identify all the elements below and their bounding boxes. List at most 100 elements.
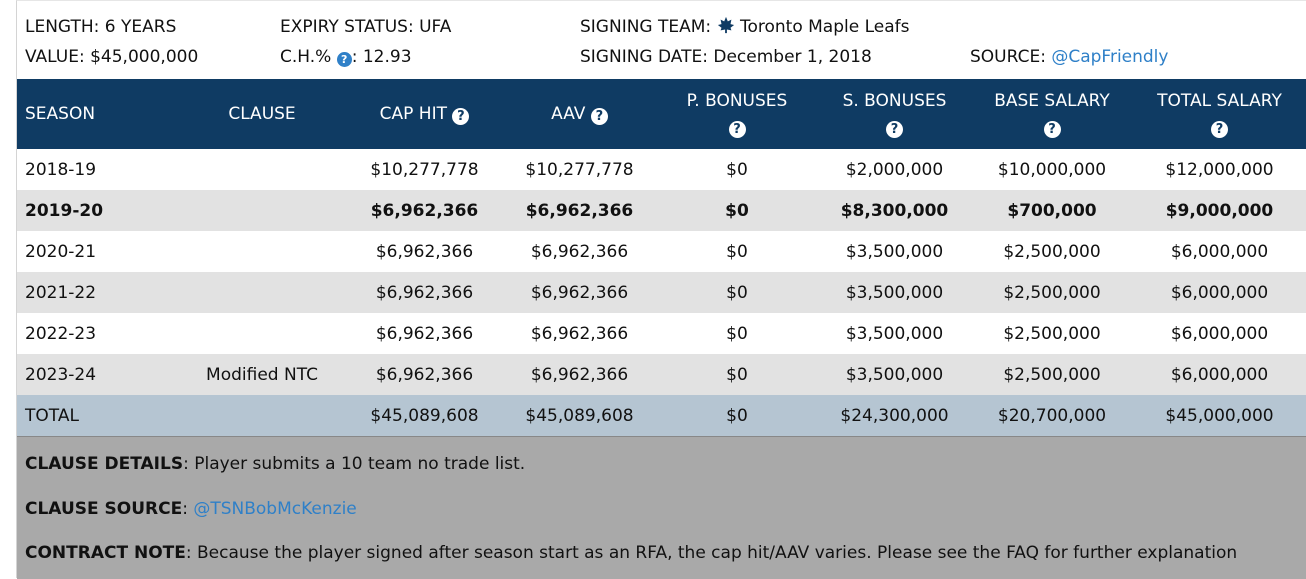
header-s-bonuses: S. BONUSES?	[817, 79, 972, 149]
cell-season: 2018-19	[25, 159, 97, 180]
table-row: 2020-21 $6,962,366 $6,962,366 $0 $3,500,…	[17, 231, 1306, 272]
question-circle-icon[interactable]: ?	[1043, 121, 1061, 138]
signing-team-label: SIGNING TEAM:	[580, 17, 712, 37]
clause-details-label: CLAUSE DETAILS	[25, 454, 184, 474]
header-clause: CLAUSE	[177, 79, 347, 149]
cell-cap-hit: $6,962,366	[375, 323, 474, 344]
header-season: SEASON	[17, 79, 177, 149]
source-label: SOURCE:	[970, 47, 1046, 67]
cell-clause	[177, 272, 347, 313]
clause-source-link[interactable]: @TSNBobMcKenzie	[193, 499, 357, 519]
table-header-row: SEASON CLAUSE CAP HIT ? AAV ? P. BONUSES…	[17, 79, 1306, 149]
cell-base-salary: $10,000,000	[997, 159, 1107, 180]
cell-total-salary: $6,000,000	[1132, 354, 1306, 395]
cap-hit-percent: C.H.% ?: 12.93	[280, 45, 412, 69]
table-row: 2022-23 $6,962,366 $6,962,366 $0 $3,500,…	[17, 313, 1306, 354]
cell-season: 2021-22	[17, 272, 177, 313]
cell-clause	[177, 395, 347, 436]
cell-clause	[177, 231, 347, 272]
cell-season: 2019-20	[17, 190, 177, 231]
signing-date: SIGNING DATE: December 1, 2018	[580, 47, 872, 67]
cell-total-salary: $45,000,000	[1132, 395, 1306, 436]
cell-clause	[177, 190, 347, 231]
cell-p-bonuses: $0	[726, 241, 748, 262]
question-circle-icon[interactable]: ?	[336, 52, 352, 67]
clause-details: CLAUSE DETAILS: Player submits a 10 team…	[25, 454, 525, 474]
table-total-row: TOTAL $45,089,608 $45,089,608 $0 $24,300…	[17, 395, 1306, 436]
cell-total-salary: $6,000,000	[1170, 323, 1269, 344]
cell-cap-hit: $6,962,366	[347, 272, 502, 313]
question-circle-icon[interactable]: ?	[1211, 121, 1228, 138]
cell-base-salary: $700,000	[972, 190, 1132, 231]
header-cap-hit-label: CAP HIT	[379, 104, 447, 124]
cell-s-bonuses: $24,300,000	[817, 395, 972, 436]
contract-table: SEASON CLAUSE CAP HIT ? AAV ? P. BONUSES…	[17, 79, 1306, 436]
cap-hit-percent-value: : 12.93	[351, 47, 412, 67]
contract-notes: CLAUSE DETAILS: Player submits a 10 team…	[17, 436, 1306, 579]
cell-aav: $10,277,778	[525, 159, 634, 180]
header-s-bonuses-label: S. BONUSES	[842, 91, 947, 111]
cell-aav: $6,962,366	[502, 272, 657, 313]
maple-leaf-icon	[717, 16, 734, 34]
question-circle-icon[interactable]: ?	[728, 121, 746, 138]
header-aav-label: AAV	[551, 104, 586, 124]
source-link[interactable]: @CapFriendly	[1051, 47, 1169, 67]
table-row: 2019-20 $6,962,366 $6,962,366 $0 $8,300,…	[17, 190, 1306, 231]
contract-meta: LENGTH: 6 YEARS VALUE: $45,000,000 EXPIR…	[25, 1, 1305, 77]
cell-cap-hit: $6,962,366	[347, 190, 502, 231]
cell-s-bonuses: $8,300,000	[817, 190, 972, 231]
contract-note-text: : Because the player signed after season…	[185, 543, 1238, 563]
cell-season: TOTAL	[17, 395, 177, 436]
cell-clause	[177, 313, 347, 354]
cell-season: 2020-21	[25, 241, 97, 262]
table-row: 2021-22 $6,962,366 $6,962,366 $0 $3,500,…	[17, 272, 1306, 313]
cell-s-bonuses: $3,500,000	[817, 272, 972, 313]
contract-note-label: CONTRACT NOTE	[25, 543, 186, 563]
header-p-bonuses-label: P. BONUSES	[686, 91, 788, 111]
clause-source-sep: :	[182, 499, 194, 519]
contract-source: SOURCE: @CapFriendly	[970, 45, 1168, 69]
signing-team: SIGNING TEAM: Toronto Maple Leafs	[580, 15, 909, 39]
cell-s-bonuses: $3,500,000	[817, 354, 972, 395]
cell-base-salary: $2,500,000	[972, 354, 1132, 395]
cell-p-bonuses: $0	[657, 395, 817, 436]
cell-season: 2022-23	[25, 323, 97, 344]
cell-p-bonuses: $0	[726, 159, 748, 180]
cell-base-salary: $20,700,000	[972, 395, 1132, 436]
cell-aav: $6,962,366	[502, 190, 657, 231]
clause-source-label: CLAUSE SOURCE	[25, 499, 183, 519]
cell-total-salary: $9,000,000	[1132, 190, 1306, 231]
header-total-salary: TOTAL SALARY?	[1132, 79, 1306, 149]
contract-value: VALUE: $45,000,000	[25, 47, 199, 67]
question-circle-icon[interactable]: ?	[886, 121, 903, 138]
cell-total-salary: $6,000,000	[1170, 241, 1269, 262]
cell-p-bonuses: $0	[657, 354, 817, 395]
header-cap-hit: CAP HIT ?	[347, 79, 502, 149]
header-base-salary-label: BASE SALARY	[994, 91, 1110, 111]
cell-aav: $6,962,366	[502, 354, 657, 395]
cell-aav: $6,962,366	[530, 241, 629, 262]
cell-season: 2023-24	[17, 354, 177, 395]
cell-s-bonuses: $2,000,000	[845, 159, 944, 180]
header-base-salary: BASE SALARY?	[972, 79, 1132, 149]
cell-cap-hit: $6,962,366	[375, 241, 474, 262]
table-row: 2018-19 $10,277,778 $10,277,778 $0 $2,00…	[17, 149, 1306, 190]
cell-cap-hit: $45,089,608	[347, 395, 502, 436]
question-circle-icon[interactable]: ?	[590, 108, 608, 125]
header-total-salary-label: TOTAL SALARY	[1157, 91, 1282, 111]
cell-base-salary: $2,500,000	[1003, 323, 1101, 344]
expiry-status: EXPIRY STATUS: UFA	[280, 17, 452, 37]
cell-aav: $45,089,608	[502, 395, 657, 436]
cell-total-salary: $12,000,000	[1165, 159, 1274, 180]
cell-clause: Modified NTC	[177, 354, 347, 395]
question-circle-icon[interactable]: ?	[452, 108, 470, 125]
cell-cap-hit: $10,277,778	[370, 159, 479, 180]
contract-length: LENGTH: 6 YEARS	[25, 17, 177, 37]
clause-details-text: : Player submits a 10 team no trade list…	[183, 454, 526, 474]
cell-p-bonuses: $0	[657, 190, 817, 231]
cap-hit-percent-label: C.H.%	[280, 47, 332, 67]
cell-s-bonuses: $3,500,000	[845, 241, 944, 262]
header-p-bonuses: P. BONUSES?	[657, 79, 817, 149]
cell-p-bonuses: $0	[726, 323, 748, 344]
clause-source: CLAUSE SOURCE: @TSNBobMcKenzie	[25, 499, 357, 519]
